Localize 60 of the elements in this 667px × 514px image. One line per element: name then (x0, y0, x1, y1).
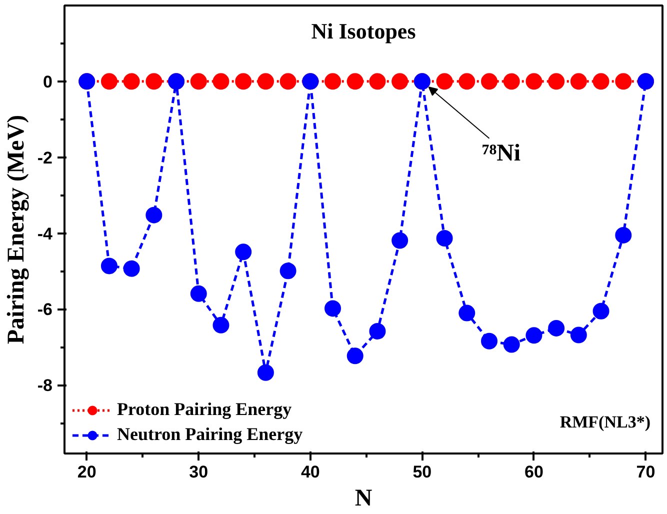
point (324, 73, 342, 90)
point (615, 226, 632, 244)
x-tick-label: 50 (412, 462, 432, 482)
point (146, 206, 162, 224)
y-tick-label: -6 (37, 300, 53, 320)
point (526, 327, 542, 344)
point (548, 320, 565, 336)
point (146, 73, 162, 90)
text: Ni Isotopes (311, 18, 416, 44)
point (123, 260, 140, 277)
point (280, 262, 296, 280)
point (100, 73, 118, 90)
point (392, 232, 408, 249)
point (369, 323, 386, 340)
point (503, 73, 520, 90)
point (235, 73, 252, 90)
annotation: RMF(NL3*) (560, 412, 651, 432)
legend-label: Proton Pairing Energy (117, 399, 292, 420)
annotation: ⁷⁸Ni (482, 140, 521, 166)
y-tick-label: -8 (37, 376, 53, 396)
point (280, 73, 296, 90)
point (615, 73, 632, 90)
point (570, 326, 587, 344)
point (190, 73, 207, 90)
point (123, 73, 140, 90)
point (100, 258, 118, 274)
y-axis-title: Pairing Energy (MeV) (3, 114, 30, 344)
point (257, 364, 274, 381)
point (257, 73, 274, 90)
point (392, 73, 408, 90)
point (526, 73, 542, 90)
point (436, 73, 453, 90)
x-tick-label: 40 (300, 462, 320, 482)
point (592, 73, 610, 90)
point (436, 230, 453, 246)
x-axis-title: N (354, 486, 373, 512)
x-tick-label: 30 (189, 462, 208, 482)
point (212, 316, 230, 334)
point (481, 332, 498, 350)
legend-label: Neutron Pairing Energy (117, 424, 303, 445)
x-tick-label: 20 (77, 462, 96, 482)
point (570, 73, 587, 90)
point (503, 336, 520, 353)
point (369, 73, 386, 90)
point (458, 73, 476, 90)
point (481, 73, 498, 90)
point (548, 73, 565, 90)
y-tick-label: -4 (37, 224, 54, 244)
y-tick-label: -2 (37, 148, 53, 168)
x-tick-label: 70 (636, 462, 656, 482)
point (346, 348, 364, 364)
x-tick-label: 60 (524, 462, 544, 482)
y-tick-label: 0 (43, 72, 53, 92)
point (324, 300, 342, 317)
point (235, 244, 252, 260)
point (212, 73, 230, 90)
point (592, 302, 610, 320)
point (458, 304, 476, 322)
point (346, 73, 364, 90)
point (190, 285, 207, 302)
